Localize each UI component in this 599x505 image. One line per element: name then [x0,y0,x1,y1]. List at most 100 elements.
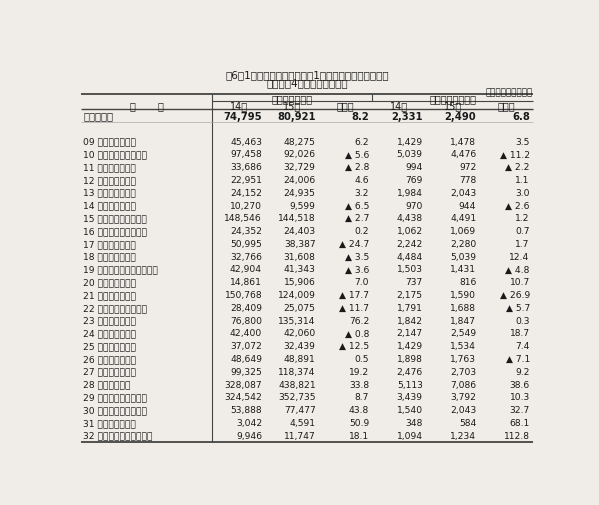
Text: 42,904: 42,904 [230,265,262,274]
Text: 18 石　　　　　油: 18 石 油 [83,252,136,261]
Text: ▲ 11.7: ▲ 11.7 [339,303,369,312]
Text: 09 食　　料　　品: 09 食 料 品 [83,137,136,146]
Text: 25,075: 25,075 [284,303,316,312]
Text: 従業者１人当たり: 従業者１人当たり [429,93,476,104]
Text: 1,431: 1,431 [450,265,476,274]
Text: 24,352: 24,352 [230,227,262,236]
Text: 2,476: 2,476 [397,367,423,376]
Text: （従業者4人以上の事業所）: （従業者4人以上の事業所） [266,78,348,88]
Text: 15年: 15年 [444,101,462,111]
Text: 11,747: 11,747 [284,431,316,440]
Text: 352,735: 352,735 [278,392,316,401]
Text: 1,534: 1,534 [450,341,476,350]
Text: 0.2: 0.2 [355,227,369,236]
Text: 74,795: 74,795 [223,112,262,121]
Text: 1,234: 1,234 [450,431,476,440]
Text: ▲ 26.9: ▲ 26.9 [500,290,530,299]
Text: 19.2: 19.2 [349,367,369,376]
Text: 124,009: 124,009 [278,290,316,299]
Text: 2,280: 2,280 [450,239,476,248]
Text: 24,152: 24,152 [230,188,262,197]
Text: 42,400: 42,400 [230,329,262,338]
Text: 970: 970 [406,201,423,210]
Text: ▲ 4.8: ▲ 4.8 [506,265,530,274]
Text: 1,590: 1,590 [450,290,476,299]
Text: 1.1: 1.1 [516,176,530,185]
Text: ▲ 5.7: ▲ 5.7 [506,303,530,312]
Text: 28 情報通信機械: 28 情報通信機械 [83,380,131,389]
Text: 1,688: 1,688 [450,303,476,312]
Text: 1,429: 1,429 [397,137,423,146]
Text: 68.1: 68.1 [510,418,530,427]
Text: 994: 994 [406,163,423,172]
Text: 1,847: 1,847 [450,316,476,325]
Text: 1,984: 1,984 [397,188,423,197]
Text: ▲ 0.8: ▲ 0.8 [345,329,369,338]
Text: 22,951: 22,951 [230,176,262,185]
Text: 14 家　　　　　具: 14 家 具 [83,201,136,210]
Text: 27 電　気　機　械: 27 電 気 機 械 [83,367,136,376]
Text: 10 飲料・たばこ・飼料: 10 飲料・たばこ・飼料 [83,150,147,159]
Text: ▲ 17.7: ▲ 17.7 [339,290,369,299]
Text: 24,006: 24,006 [283,176,316,185]
Text: 13 製　　　　　材: 13 製 材 [83,188,136,197]
Text: 38.6: 38.6 [510,380,530,389]
Text: 21 皮　　　　　革: 21 皮 革 [83,290,136,299]
Text: 25 金　　　　　属: 25 金 属 [83,341,136,350]
Text: 4,438: 4,438 [397,214,423,223]
Text: ▲ 2.7: ▲ 2.7 [345,214,369,223]
Text: 324,542: 324,542 [224,392,262,401]
Text: 3,792: 3,792 [450,392,476,401]
Text: 42,060: 42,060 [283,329,316,338]
Text: 1,842: 1,842 [397,316,423,325]
Text: 9,599: 9,599 [290,201,316,210]
Text: ▲ 6.5: ▲ 6.5 [345,201,369,210]
Text: ▲ 7.1: ▲ 7.1 [506,355,530,363]
Text: 148,546: 148,546 [225,214,262,223]
Text: 産: 産 [129,101,135,111]
Text: 6.2: 6.2 [355,137,369,146]
Text: 24 非　鉄　金　属: 24 非 鉄 金 属 [83,329,137,338]
Text: 3.5: 3.5 [516,137,530,146]
Text: 14年: 14年 [390,101,409,111]
Text: ▲ 2.8: ▲ 2.8 [345,163,369,172]
Text: 2,043: 2,043 [450,188,476,197]
Text: 4,591: 4,591 [290,418,316,427]
Text: 99,325: 99,325 [231,367,262,376]
Text: 23 鉄　　　　　鋼: 23 鉄 鋼 [83,316,136,325]
Text: 総　　　数: 総 数 [83,112,113,121]
Text: 5,039: 5,039 [397,150,423,159]
Text: 769: 769 [406,176,423,185]
Text: 15,906: 15,906 [284,278,316,287]
Text: 14,861: 14,861 [230,278,262,287]
Text: 584: 584 [459,418,476,427]
Text: 37,072: 37,072 [230,341,262,350]
Text: 53,888: 53,888 [231,406,262,414]
Text: 4,491: 4,491 [450,214,476,223]
Text: 17 化　　　　　学: 17 化 学 [83,239,136,248]
Text: 16 出　版　・　印　刷: 16 出 版 ・ 印 刷 [83,227,147,236]
Text: 76.2: 76.2 [349,316,369,325]
Text: 18.7: 18.7 [510,329,530,338]
Text: 1,898: 1,898 [397,355,423,363]
Text: 15年: 15年 [283,101,301,111]
Text: 前年比: 前年比 [498,101,515,111]
Text: 150,768: 150,768 [225,290,262,299]
Text: 4,476: 4,476 [450,150,476,159]
Text: 737: 737 [406,278,423,287]
Text: ▲ 2.2: ▲ 2.2 [506,163,530,172]
Text: 118,374: 118,374 [278,367,316,376]
Text: 3.0: 3.0 [515,188,530,197]
Text: 50.9: 50.9 [349,418,369,427]
Text: 3.2: 3.2 [355,188,369,197]
Text: 2,043: 2,043 [450,406,476,414]
Text: 1,069: 1,069 [450,227,476,236]
Text: 1,094: 1,094 [397,431,423,440]
Text: 9,946: 9,946 [236,431,262,440]
Text: 1,503: 1,503 [397,265,423,274]
Text: 2,242: 2,242 [397,239,423,248]
Text: 業: 業 [158,101,164,111]
Text: 972: 972 [459,163,476,172]
Text: 76,800: 76,800 [230,316,262,325]
Text: 2,703: 2,703 [450,367,476,376]
